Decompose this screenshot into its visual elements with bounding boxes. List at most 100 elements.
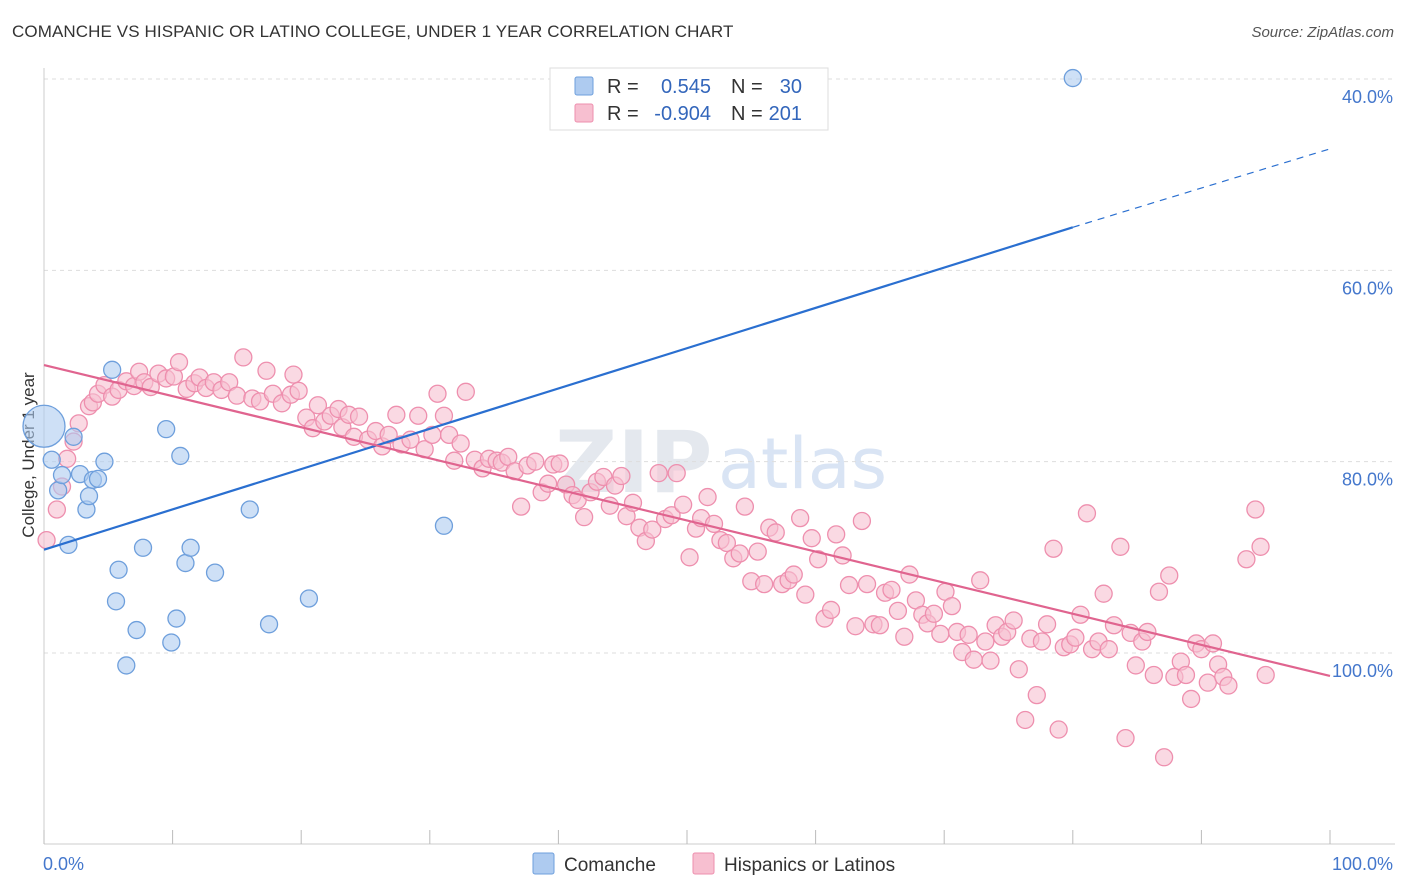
hispanic-point-165 bbox=[1077, 504, 1097, 523]
hispanic-point-179 bbox=[1154, 748, 1174, 767]
hispanic-point-171 bbox=[1111, 537, 1130, 556]
hispanic-point-118 bbox=[802, 529, 821, 548]
hispanic-point-63 bbox=[456, 382, 475, 401]
hispanic-point-119 bbox=[809, 550, 828, 569]
hispanic-point-174 bbox=[1126, 656, 1145, 675]
series-legend-label-comanche: Comanche bbox=[564, 855, 656, 876]
hispanic-point-138 bbox=[924, 604, 944, 623]
hispanic-point-112 bbox=[766, 523, 785, 542]
hispanic-point-40 bbox=[308, 396, 328, 415]
hispanic-point-58 bbox=[428, 384, 447, 403]
hispanic-point-117 bbox=[796, 585, 815, 604]
hispanic-point-98 bbox=[680, 548, 699, 567]
comanche-point-26 bbox=[259, 615, 279, 634]
y-tick-label-40: 100.0% bbox=[1332, 661, 1393, 681]
comanche-point-24 bbox=[205, 563, 225, 582]
comanche-trend-line bbox=[43, 226, 1074, 551]
series-legend-swatch-comanche bbox=[532, 852, 555, 875]
trend-lines bbox=[43, 148, 1331, 678]
hispanic-point-194 bbox=[1251, 537, 1270, 556]
stats-legend: R = 0.545 N = 30 R = -0.904 N = 201 bbox=[549, 67, 829, 131]
source-credit: Source: ZipAtlas.com bbox=[1251, 24, 1394, 41]
hispanic-point-148 bbox=[981, 651, 1000, 670]
legend-r-value-hispanic: -0.904 bbox=[654, 103, 711, 125]
hispanic-point-184 bbox=[1181, 689, 1201, 709]
comanche-point-14 bbox=[109, 560, 128, 579]
hispanic-point-152 bbox=[1004, 611, 1023, 630]
hispanic-point-154 bbox=[1016, 710, 1035, 730]
comanche-point-13 bbox=[106, 592, 126, 611]
series-legend-label-hispanic: Hispanics or Latinos bbox=[724, 855, 895, 876]
comanche-point-8 bbox=[79, 486, 99, 506]
hispanic-point-29 bbox=[234, 348, 253, 367]
legend-n-label-comanche: N = bbox=[731, 76, 763, 98]
legend-swatch-hispanic bbox=[574, 103, 594, 123]
hispanic-point-163 bbox=[1066, 628, 1085, 647]
x-min-label: 0.0% bbox=[43, 854, 84, 874]
hispanic-point-93 bbox=[649, 463, 668, 483]
hispanic-point-96 bbox=[667, 463, 686, 483]
hispanic-point-52 bbox=[387, 405, 406, 424]
series-legend: Comanche Hispanics or Latinos bbox=[532, 852, 895, 876]
legend-r-label-comanche: R = bbox=[607, 76, 639, 98]
hispanic-point-62 bbox=[451, 434, 470, 453]
hispanic-point-177 bbox=[1144, 665, 1163, 685]
hispanic-point-146 bbox=[971, 571, 990, 590]
comanche-points bbox=[22, 68, 1082, 675]
comanche-point-2 bbox=[48, 481, 68, 500]
comanche-point-15 bbox=[117, 656, 136, 675]
hispanic-point-191 bbox=[1219, 676, 1238, 695]
legend-r-label-hispanic: R = bbox=[607, 103, 639, 125]
comanche-point-3 bbox=[52, 465, 72, 485]
hispanic-point-139 bbox=[931, 624, 950, 644]
hispanic-point-158 bbox=[1037, 615, 1057, 634]
hispanic-point-3 bbox=[57, 449, 77, 468]
hispanic-point-157 bbox=[1032, 632, 1052, 651]
hispanic-point-193 bbox=[1246, 500, 1265, 519]
comanche-point-10 bbox=[88, 469, 108, 489]
hispanic-point-32 bbox=[257, 361, 276, 380]
legend-n-value-hispanic: 201 bbox=[769, 103, 802, 125]
hispanic-point-77 bbox=[550, 454, 569, 473]
comanche-point-17 bbox=[133, 538, 153, 557]
hispanic-point-129 bbox=[870, 616, 890, 635]
hispanic-point-172 bbox=[1116, 728, 1135, 748]
comanche-point-0 bbox=[22, 404, 66, 448]
x-max-label: 100.0% bbox=[1332, 854, 1393, 874]
comanche-point-12 bbox=[103, 360, 122, 379]
hispanic-point-55 bbox=[409, 406, 428, 425]
hispanic-point-180 bbox=[1160, 566, 1179, 585]
legend-swatch-comanche bbox=[574, 76, 594, 96]
hispanic-point-195 bbox=[1256, 665, 1275, 685]
hispanic-point-178 bbox=[1149, 582, 1169, 601]
hispanic-point-106 bbox=[730, 544, 749, 563]
hispanic-point-159 bbox=[1044, 539, 1063, 558]
comanche-point-27 bbox=[299, 589, 319, 608]
hispanic-point-97 bbox=[673, 495, 693, 514]
y-axis-title: College, Under 1 year bbox=[19, 372, 38, 538]
hispanic-points bbox=[37, 348, 1275, 767]
comanche-point-29 bbox=[1063, 68, 1082, 88]
y-tick-label-60: 80.0% bbox=[1342, 470, 1393, 490]
series-legend-swatch-hispanic bbox=[692, 852, 715, 875]
hispanic-point-115 bbox=[784, 565, 803, 584]
watermark-atlas: atlas bbox=[718, 423, 887, 505]
hispanic-point-183 bbox=[1176, 665, 1196, 685]
hispanic-point-110 bbox=[755, 574, 774, 594]
comanche-point-21 bbox=[171, 446, 190, 466]
y-tick-label-80: 60.0% bbox=[1342, 278, 1393, 298]
hispanic-point-144 bbox=[959, 625, 978, 644]
gridlines bbox=[44, 78, 1395, 654]
hispanic-point-187 bbox=[1198, 673, 1217, 692]
comanche-point-18 bbox=[157, 419, 176, 439]
comanche-point-25 bbox=[240, 500, 259, 519]
hispanic-point-160 bbox=[1049, 720, 1068, 739]
hispanic-point-123 bbox=[833, 546, 852, 565]
hispanic-point-28 bbox=[227, 386, 247, 405]
hispanic-point-102 bbox=[704, 514, 724, 533]
hispanic-point-147 bbox=[976, 632, 995, 651]
hispanic-point-121 bbox=[821, 600, 841, 620]
comanche-point-22 bbox=[176, 553, 195, 573]
hispanic-point-37 bbox=[289, 381, 308, 401]
legend-r-value-comanche: 0.545 bbox=[661, 76, 711, 98]
